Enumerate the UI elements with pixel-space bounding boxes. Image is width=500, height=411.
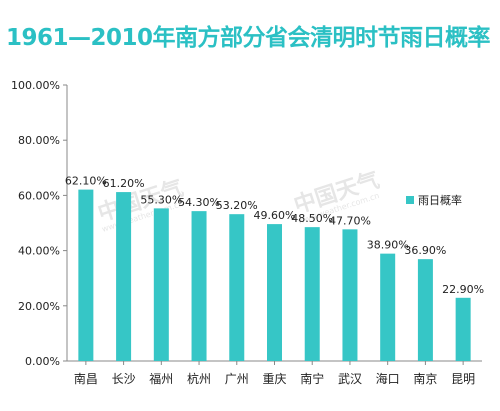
bar <box>153 208 169 361</box>
bar <box>267 224 282 361</box>
x-tick-label: 南宁 <box>300 371 324 386</box>
data-label: 48.50% <box>291 212 333 225</box>
data-label: 47.70% <box>329 214 371 227</box>
bar <box>191 211 207 361</box>
bar <box>304 227 320 361</box>
chart-title: 1961—2010年南方部分省会清明时节雨日概率 <box>6 25 491 51</box>
x-tick-label: 重庆 <box>262 372 286 386</box>
data-label: 38.90% <box>367 239 409 252</box>
data-label: 49.60% <box>254 209 296 222</box>
x-tick-label: 长沙 <box>112 372 136 386</box>
bar <box>229 214 245 361</box>
data-label: 54.30% <box>178 196 220 209</box>
bar <box>455 297 471 361</box>
y-tick-label: 0.00% <box>25 355 60 368</box>
bar <box>116 192 132 361</box>
labels-layer: 南昌 62.10% 长沙 61.20% 福州 55.30% 杭州 54.30% 广州 53.20%… <box>65 175 484 386</box>
legend: 雨日概率 <box>406 193 462 207</box>
legend-swatch <box>406 196 414 204</box>
x-tick-label: 杭州 <box>187 371 211 386</box>
y-tick-label: 100.00% <box>11 79 60 92</box>
data-label: 22.90% <box>442 283 484 296</box>
x-tick-label: 南京 <box>413 371 437 386</box>
data-label: 62.10% <box>65 175 107 188</box>
x-tick-label: 武汉 <box>338 372 362 386</box>
bars-layer <box>78 189 471 361</box>
y-tick-label: 80.00% <box>18 134 60 147</box>
legend-label: 雨日概率 <box>418 193 462 207</box>
x-tick-label: 南昌 <box>74 371 98 386</box>
data-label: 36.90% <box>404 244 446 257</box>
data-label: 61.20% <box>103 177 145 190</box>
bar <box>380 253 396 361</box>
data-label: 55.30% <box>140 193 182 206</box>
y-tick-label: 20.00% <box>18 300 60 313</box>
x-tick-label: 福州 <box>149 371 173 386</box>
data-label: 53.20% <box>216 199 258 212</box>
x-tick-label: 昆明 <box>451 372 475 386</box>
x-tick-label: 海口 <box>376 371 400 386</box>
y-tick-label: 60.00% <box>18 189 60 202</box>
x-tick-label: 广州 <box>225 372 249 386</box>
y-tick-label: 40.00% <box>18 245 60 258</box>
bar <box>417 259 433 361</box>
bar <box>78 189 94 361</box>
bar <box>342 229 358 361</box>
